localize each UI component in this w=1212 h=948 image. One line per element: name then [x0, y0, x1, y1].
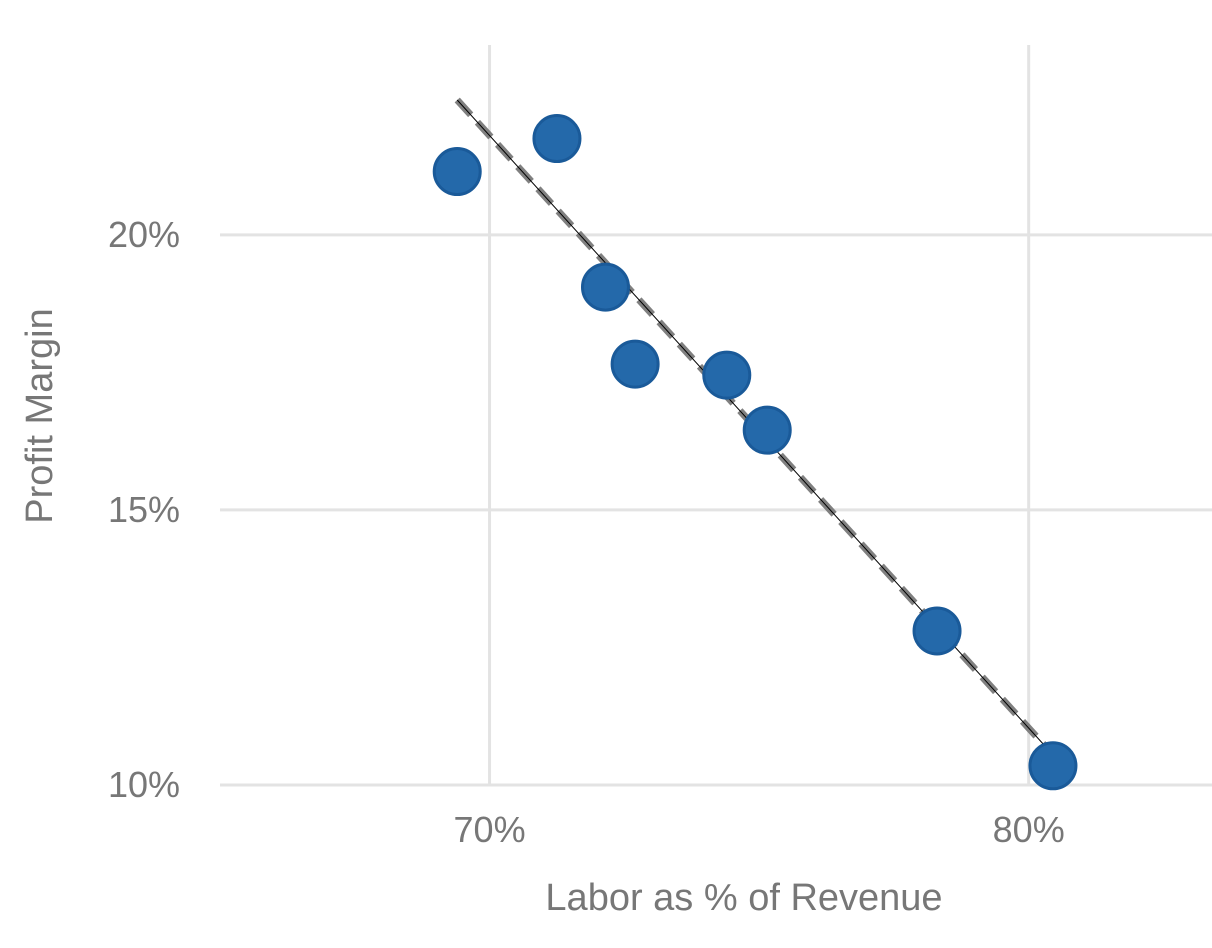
tick-labels: 10% 15% 20% 70% 80% — [108, 214, 1065, 850]
y-tick-label: 10% — [108, 764, 180, 805]
data-point — [432, 147, 482, 197]
data-point — [702, 350, 752, 400]
data-points — [432, 114, 1078, 791]
data-point — [1028, 741, 1078, 791]
y-tick-label: 15% — [108, 489, 180, 530]
x-tick-label: 70% — [454, 809, 526, 850]
data-point — [742, 405, 792, 455]
x-axis-title: Labor as % of Revenue — [545, 877, 942, 919]
x-tick-label: 80% — [993, 809, 1065, 850]
data-point — [532, 114, 582, 164]
data-point — [580, 262, 630, 312]
y-axis-title: Profit Margin — [19, 308, 61, 523]
gridlines — [220, 45, 1212, 787]
data-point — [912, 606, 962, 656]
data-point — [610, 339, 660, 389]
y-tick-label: 20% — [108, 214, 180, 255]
